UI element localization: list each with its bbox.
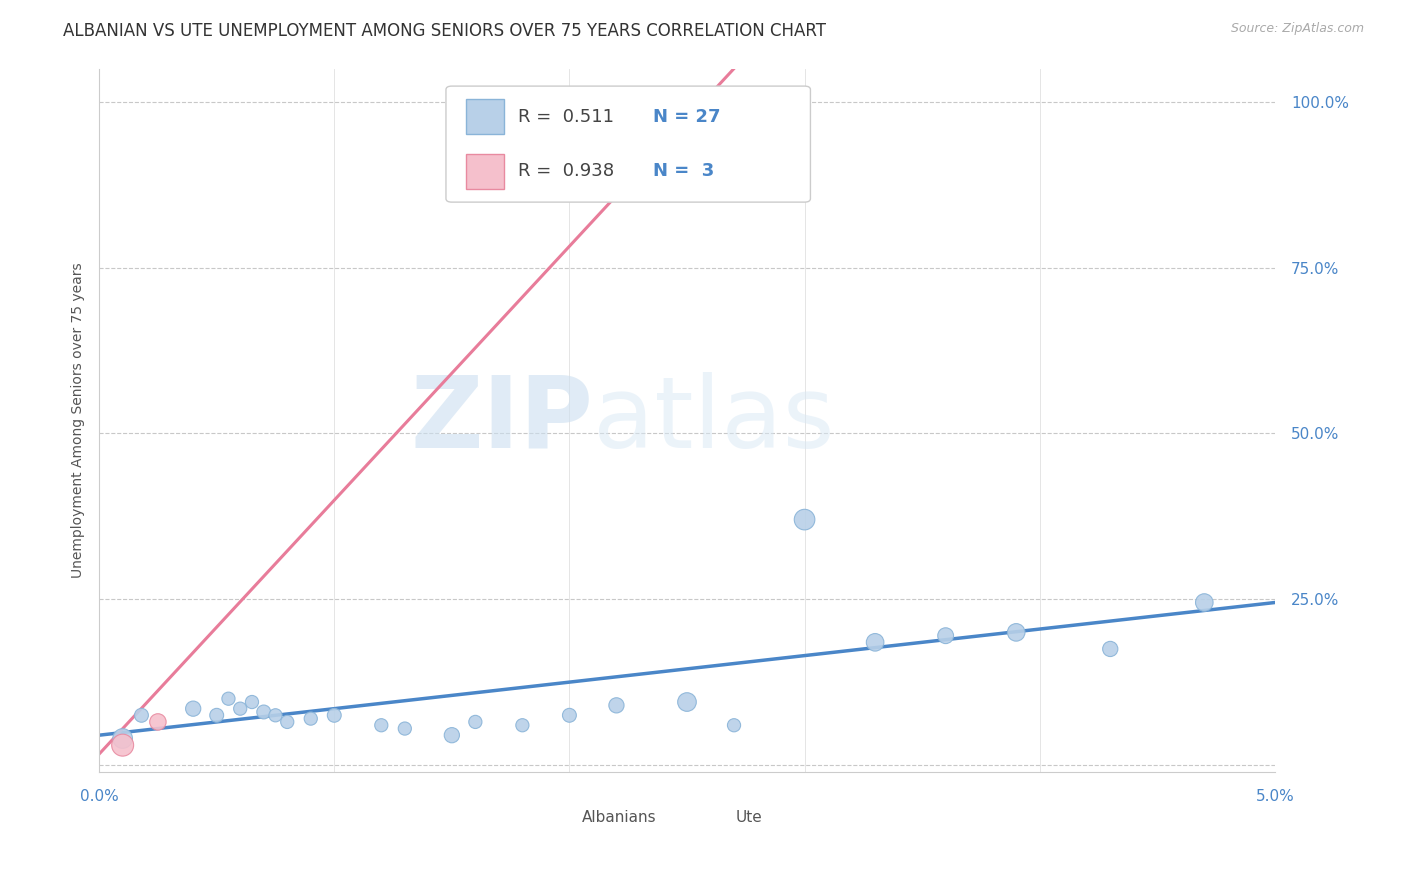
Point [440,728,463,742]
Point [111,738,134,752]
Point [229,701,252,715]
Point [276,714,298,729]
Text: R =  0.938: R = 0.938 [517,162,614,180]
Point [1194,595,1216,609]
Point [111,731,134,746]
Point [464,714,486,729]
Point [205,708,228,723]
Text: N = 27: N = 27 [652,108,720,126]
Text: atlas: atlas [593,372,835,468]
Point [370,718,392,732]
Point [217,691,239,706]
Point [181,701,204,715]
Point [240,695,263,709]
Point [1099,642,1122,657]
Text: ZIP: ZIP [411,372,593,468]
Point [723,718,745,732]
Point [323,708,346,723]
FancyBboxPatch shape [446,87,810,202]
Point [558,708,581,723]
Point [299,712,322,726]
Point [1005,625,1028,640]
Point [863,635,886,649]
Text: ALBANIAN VS UTE UNEMPLOYMENT AMONG SENIORS OVER 75 YEARS CORRELATION CHART: ALBANIAN VS UTE UNEMPLOYMENT AMONG SENIO… [63,22,827,40]
Text: N =  3: N = 3 [652,162,714,180]
Point [512,718,534,732]
Point [146,714,169,729]
Point [253,705,276,719]
Point [676,695,699,709]
FancyBboxPatch shape [551,808,572,826]
FancyBboxPatch shape [704,808,725,826]
Point [131,708,153,723]
Point [935,629,957,643]
Point [676,88,699,103]
Point [605,698,627,713]
Point [394,722,416,736]
FancyBboxPatch shape [465,99,503,135]
Text: Albanians: Albanians [582,810,657,824]
Point [264,708,287,723]
Text: Ute: Ute [735,810,762,824]
Text: R =  0.511: R = 0.511 [517,108,613,126]
Text: 0.0%: 0.0% [80,789,118,805]
Text: Source: ZipAtlas.com: Source: ZipAtlas.com [1230,22,1364,36]
FancyBboxPatch shape [465,153,503,189]
Point [793,513,815,527]
Y-axis label: Unemployment Among Seniors over 75 years: Unemployment Among Seniors over 75 years [72,262,86,578]
Text: 5.0%: 5.0% [1256,789,1294,805]
